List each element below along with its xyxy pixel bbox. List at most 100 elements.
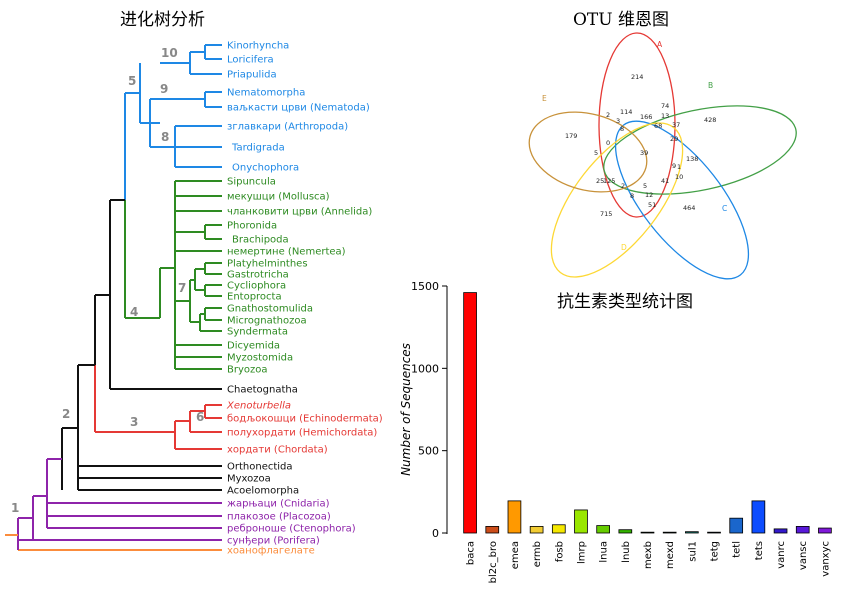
bar-sul1 — [685, 531, 699, 534]
x-tick-label: vanrc — [776, 541, 787, 569]
y-tick-label: 1000 — [411, 362, 439, 375]
venn-region-count: 8 — [630, 192, 634, 200]
tree-tip-label: Dicyemida — [227, 341, 280, 352]
tree-tip-label: ребронoше (Ctenophora) — [227, 524, 356, 535]
bar-ermb — [529, 526, 544, 534]
venn-region-count: 1 — [677, 163, 681, 171]
tree-tip-label: Myzostomida — [227, 353, 293, 364]
venn-region-count: 5 — [594, 149, 598, 157]
tree-tip-label: Loricifera — [227, 55, 274, 66]
venn-region-count: 715 — [600, 210, 612, 218]
tree-tip-label: Platyhelminthes — [227, 259, 308, 270]
venn-set-label: E — [542, 94, 547, 103]
tree-tip-label: полухордати (Hemichordata) — [227, 428, 377, 439]
venn-region-count: 0 — [606, 139, 610, 147]
venn-set-label: B — [708, 81, 713, 90]
venn-region-count: 3 — [616, 117, 620, 125]
tree-node-number: 10 — [161, 46, 178, 60]
venn-set-label: C — [722, 204, 727, 213]
tree-tip-label: сунђери (Porifera) — [227, 535, 320, 547]
venn-set-a — [598, 32, 676, 218]
x-tick-label: ermb — [532, 541, 543, 567]
venn-region-count: 9 — [672, 162, 676, 170]
tree-tip-label: Nematomorpha — [227, 88, 305, 99]
tree-node-number: 6 — [196, 410, 204, 424]
bar-fosb — [551, 524, 566, 534]
venn-region-count: 2 — [606, 111, 610, 119]
venn-region-count: 41 — [661, 177, 669, 185]
tree-tip-label: жарњаци (Cnidaria) — [227, 499, 330, 510]
tree-tip-label: Tardigrada — [231, 143, 285, 154]
venn-region-count: 13 — [661, 112, 669, 120]
venn-region-count: 29 — [670, 135, 678, 143]
chart-title: 抗生素类型统计图 — [557, 292, 693, 312]
tree-node-number: 2 — [62, 407, 70, 421]
tree-tip-label: Cycliophora — [227, 281, 286, 292]
tree-tip-label: ваљкасти црви (Nematoda) — [227, 103, 370, 114]
x-tick-label: emea — [510, 541, 521, 569]
bar-vanxyc — [818, 527, 832, 534]
phylogenetic-tree: Kinorhyncha Loricifera Priapulida Nematomor… — [5, 41, 383, 557]
tree-tip-label: Syndermata — [227, 327, 288, 338]
venn-region-count: 138 — [686, 155, 698, 163]
y-tick-label: 500 — [418, 445, 439, 458]
x-tick-label: bl2c_bro — [488, 541, 499, 583]
tree-tip-label: Onychophora — [232, 163, 299, 174]
venn-region-count: 51 — [648, 201, 656, 209]
venn-region-count: 25 — [596, 177, 604, 185]
venn-region-count: 12 — [645, 191, 653, 199]
x-tick-label: lnub — [621, 541, 632, 563]
venn-set-e — [528, 111, 648, 193]
x-tick-label: lmrp — [576, 541, 587, 564]
tree-node-number: 5 — [128, 74, 136, 88]
bar-lnua — [596, 525, 610, 534]
bar-tets — [751, 500, 766, 534]
venn-region-count: 2 — [621, 182, 625, 190]
tree-node-number: 9 — [160, 82, 168, 96]
bar-mexd — [662, 531, 677, 534]
tree-node-number: 7 — [178, 281, 186, 295]
bar-emea — [507, 500, 522, 534]
tree-tip-label: Gastrotricha — [227, 270, 289, 281]
tree-tip-label: хоанофлагелате — [227, 546, 315, 557]
venn-region-count: 10 — [675, 173, 683, 181]
x-tick-label: sul1 — [687, 541, 698, 562]
y-tick-label: 1500 — [411, 280, 439, 293]
venn-region-count: 114 — [620, 108, 632, 116]
tree-tip-label: Phoronida — [227, 221, 277, 232]
x-tick-label: tets — [754, 541, 765, 560]
x-tick-label: tetg — [710, 541, 721, 561]
tree-title: 进化树分析 — [120, 10, 205, 30]
venn-region-count: 428 — [704, 116, 716, 124]
tree-tip-label: Gnathostomulida — [227, 304, 313, 315]
tree-branches — [5, 44, 222, 551]
x-tick-label: tetl — [732, 541, 743, 558]
tree-node-number: 4 — [130, 305, 138, 319]
venn-region-count: 464 — [683, 204, 695, 212]
tree-tip-label: Kinorhyncha — [227, 41, 289, 52]
x-tick-label: fosb — [554, 541, 565, 562]
venn-region-count: 5 — [643, 182, 647, 190]
bar-lmrp — [574, 509, 588, 534]
tree-tip-label: плакозое (Placozoa) — [227, 512, 331, 523]
x-tick-label: lnua — [599, 541, 610, 563]
tree-tip-label: немертине (Nemertea) — [227, 247, 346, 258]
venn-set-d — [550, 122, 684, 278]
bar-vansc — [795, 526, 810, 534]
venn-region-count: 214 — [631, 73, 643, 81]
x-tick-label: vansc — [798, 541, 809, 570]
bar-lnub — [618, 529, 633, 534]
venn-region-count: 37 — [672, 121, 680, 129]
tree-tip-label: мекушци (Mollusca) — [227, 192, 330, 203]
y-axis-title: Number of Sequences — [399, 343, 413, 476]
tree-tip-label: Priapulida — [227, 70, 277, 81]
tree-tip-label: Chaetognatha — [227, 385, 298, 396]
x-tick-label: vanxyc — [820, 541, 831, 577]
bar-bl2c_bro — [485, 526, 500, 534]
tree-tip-label: бодљокошци (Echinodermata) — [227, 414, 383, 425]
tree-tip-label: Orthonectida — [227, 462, 293, 473]
tree-tip-label: чланковити црви (Annelida) — [227, 207, 372, 218]
bar-mexb — [640, 531, 655, 534]
